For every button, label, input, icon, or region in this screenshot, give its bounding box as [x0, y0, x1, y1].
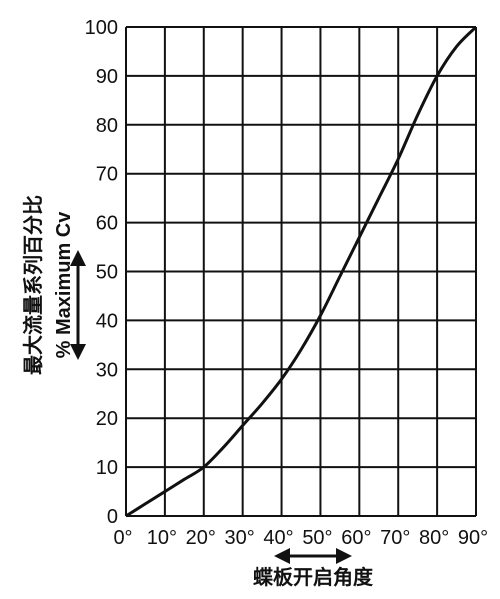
grid: [125, 26, 477, 517]
x-axis-arrow-icon: [274, 548, 352, 564]
x-tick-label: 80°: [419, 527, 449, 549]
y-tick-label: 70: [96, 164, 118, 186]
y-tick-label: 50: [96, 262, 118, 284]
x-tick-label: 40°: [263, 527, 293, 549]
y-tick-label: 40: [96, 310, 118, 332]
y-tick-label: 30: [96, 359, 118, 381]
y-tick-label: 100: [85, 17, 118, 39]
x-tick-label: 60°: [341, 527, 371, 549]
flow-curve-line: [125, 25, 478, 518]
y-tick-label: 10: [96, 457, 118, 479]
y-tick-label: 80: [96, 115, 118, 137]
x-tick-label: 70°: [380, 527, 410, 549]
y-tick-label: 60: [96, 213, 118, 235]
x-tick-label: 10°: [147, 527, 177, 549]
x-tick-label: 0°: [113, 527, 132, 549]
x-axis-title-group: 蝶板开启角度: [253, 548, 374, 589]
x-tick-label: 30°: [225, 527, 255, 549]
x-tick-label: 50°: [302, 527, 332, 549]
x-tick-label: 20°: [186, 527, 216, 549]
x-axis-title: 蝶板开启角度: [253, 565, 374, 589]
y-axis-title-group: 最大流量系列百分比 % Maximum Cv: [21, 195, 86, 375]
y-tick-labels: 0 10 20 30 40 50 60 70 80 90 100: [85, 17, 118, 528]
y-axis-title-en: % Maximum Cv: [53, 211, 75, 359]
y-axis-title-cn: 最大流量系列百分比: [21, 195, 45, 375]
y-axis-arrow-icon: [70, 250, 86, 360]
x-tick-label: 90°: [458, 527, 488, 549]
y-tick-label: 20: [96, 408, 118, 430]
curve-layer: [125, 25, 478, 518]
y-tick-label: 0: [107, 506, 118, 528]
y-tick-label: 90: [96, 66, 118, 88]
x-tick-labels: 0° 10° 20° 30° 40° 50° 60° 70° 80° 90°: [113, 527, 488, 549]
